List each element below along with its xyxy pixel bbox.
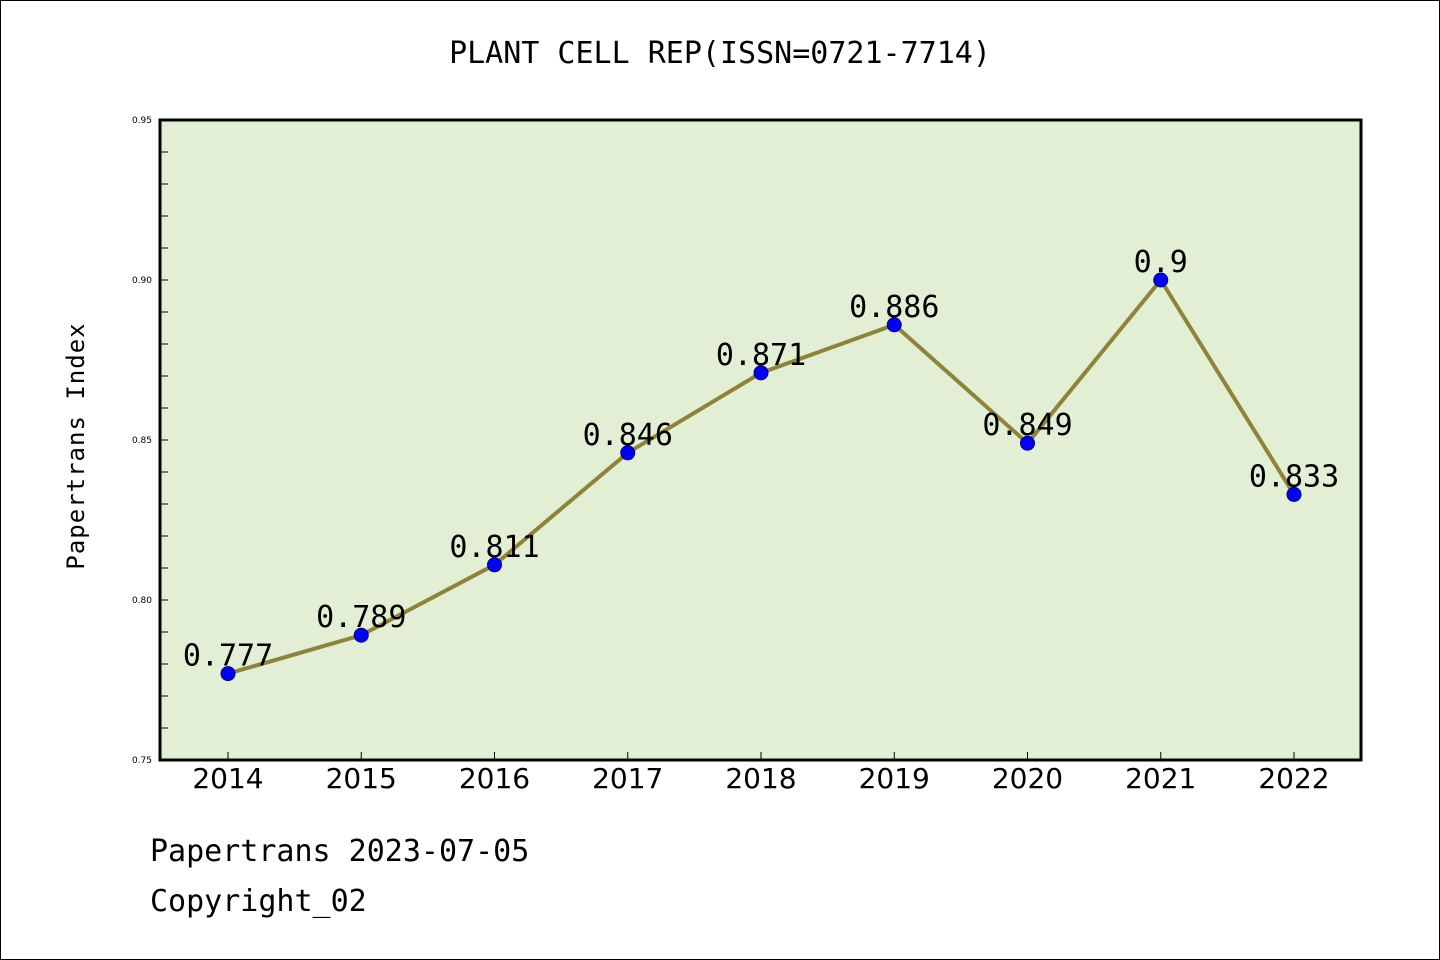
data-point [886,317,902,333]
x-tick-label: 2014 [192,762,263,795]
footer-copyright: Copyright_02 [150,884,367,919]
x-tick-label: 2018 [725,762,796,795]
data-point [353,627,369,643]
x-tick-label: 2021 [1125,762,1196,795]
x-tick-label: 2016 [459,762,530,795]
plot-border [158,118,1363,762]
y-tick-label: 0.85 [132,436,152,446]
data-label: 0.777 [183,639,273,674]
y-tick-label: 0.95 [132,116,152,126]
data-label: 0.9 [1134,245,1188,280]
y-tick-label: 0.90 [132,276,152,286]
x-tick-label: 2022 [1258,762,1329,795]
plot-area [160,120,1361,760]
x-tick-label: 2019 [859,762,930,795]
data-label: 0.871 [716,338,806,373]
data-label: 0.811 [449,530,539,565]
data-point [620,445,636,461]
data-label: 0.846 [583,418,673,453]
data-point [1153,272,1169,288]
data-point [1020,435,1035,451]
data-label: 0.849 [982,408,1072,443]
data-label: 0.833 [1249,459,1339,494]
data-point [487,557,502,573]
footer-date: Papertrans 2023-07-05 [150,834,530,869]
data-label: 0.789 [316,600,406,635]
y-tick-label: 0.80 [132,596,152,606]
data-point [753,365,769,381]
x-tick-label: 2020 [992,762,1063,795]
data-label: 0.886 [849,290,939,325]
y-tick-label: 0.75 [132,756,152,766]
chart-title: PLANT CELL REP(ISSN=0721-7714) [449,36,991,71]
x-tick-label: 2017 [592,762,663,795]
data-point [220,666,236,682]
x-tick-label: 2015 [326,762,397,795]
data-point [1286,486,1302,502]
